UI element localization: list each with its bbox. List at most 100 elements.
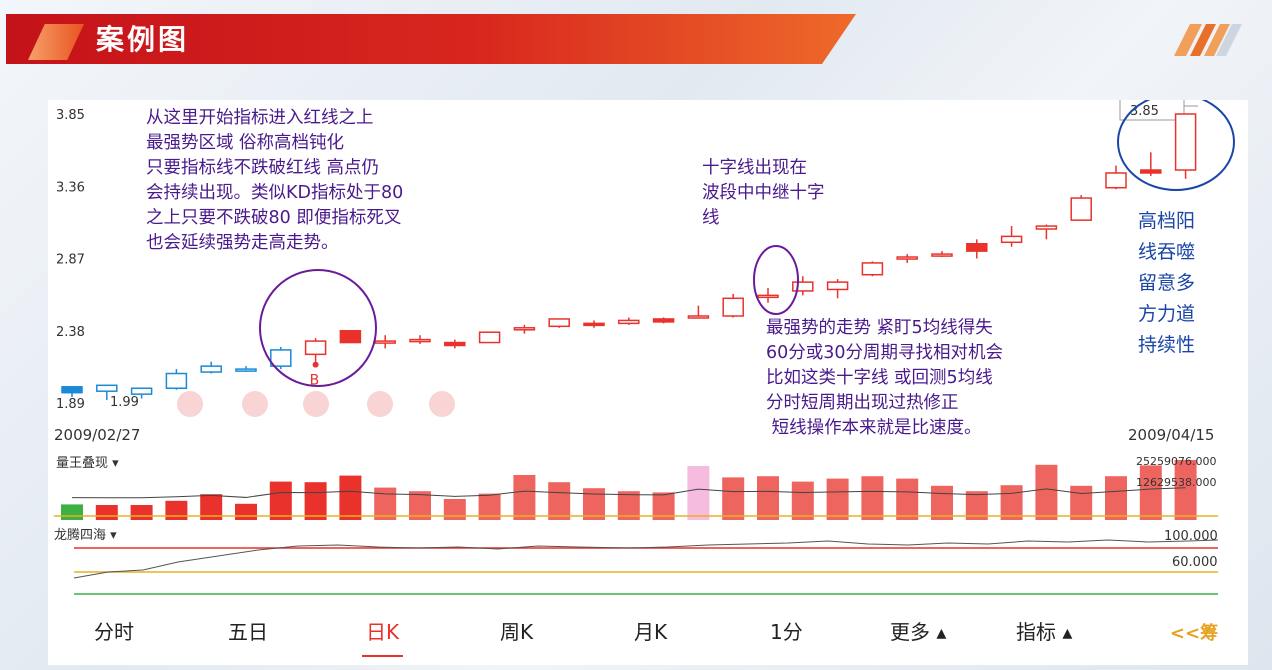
highlight-circle-doji xyxy=(753,245,799,315)
volume-bar xyxy=(1174,460,1197,520)
candle-body xyxy=(722,297,744,317)
volume-bar xyxy=(896,478,919,520)
candle-body xyxy=(374,340,396,344)
volume-bar xyxy=(826,478,849,520)
volume-bar xyxy=(791,481,814,520)
volume-mid-value: 12629538.000 xyxy=(1136,476,1216,489)
indicator-line xyxy=(73,539,1219,579)
zoom-out-icon xyxy=(242,391,268,417)
volume-bar xyxy=(652,492,675,520)
candle-body xyxy=(931,253,953,257)
tab-more[interactable]: 更多 ▴ xyxy=(890,620,947,644)
candle-body xyxy=(861,262,884,276)
volume-bar xyxy=(1000,485,1023,520)
volume-bar xyxy=(617,491,640,520)
chip-distribution-button[interactable]: <<筹 xyxy=(1140,606,1248,658)
candle-body xyxy=(1070,197,1092,221)
tab-indicators[interactable]: 指标 ▴ xyxy=(1016,620,1073,644)
left-price-tag: 1.99 xyxy=(110,395,139,410)
volume-top-value: 25259076.000 xyxy=(1136,455,1216,468)
highlight-circle-engulf xyxy=(1117,100,1235,191)
candle-body xyxy=(478,331,501,344)
oscillator-indicator-label[interactable]: 龙腾四海 ▾ xyxy=(54,528,117,543)
annotation-mid-bottom: 最强势的走势 紧盯5均线得失 60分或30分周期寻找相对机会 比如这类十字线 或… xyxy=(766,318,1004,438)
volume-bar xyxy=(235,503,257,520)
y-tick-label: 1.89 xyxy=(56,397,85,412)
annotation-right: 高档阳 线吞噬 留意多 方力道 持续性 xyxy=(1138,210,1196,356)
volume-bar xyxy=(1035,464,1058,520)
candle-body xyxy=(130,387,153,395)
y-tick-label: 2.87 xyxy=(56,253,85,268)
candle-body xyxy=(165,372,188,390)
volume-bar xyxy=(165,500,188,520)
indicator-mid-value: 60.000 xyxy=(1172,555,1218,570)
date-end: 2009/04/15 xyxy=(1128,426,1215,444)
volume-bar xyxy=(861,476,884,520)
candle-body xyxy=(1035,225,1058,230)
volume-ma-line xyxy=(71,487,1186,499)
y-tick-label: 2.38 xyxy=(56,325,85,340)
volume-bar xyxy=(1105,476,1127,520)
tab-daily-k[interactable]: 日K xyxy=(361,616,404,657)
volume-bar xyxy=(130,505,153,520)
candle-body xyxy=(757,294,779,299)
tab-monthly-k[interactable]: 月K xyxy=(634,620,668,644)
candle-body xyxy=(61,386,83,394)
current-price-label: 3.85 xyxy=(1130,104,1159,119)
annotation-mid-top: 十字线出现在 波段中中继十字 线 xyxy=(702,158,825,228)
volume-bar xyxy=(513,475,536,520)
candle-body xyxy=(444,341,466,347)
tab-one-minute[interactable]: 1分 xyxy=(770,620,803,644)
banner-accent xyxy=(28,24,84,60)
candle-body xyxy=(270,349,292,367)
volume-bar xyxy=(722,477,745,520)
volume-bar xyxy=(931,485,953,520)
volume-bar xyxy=(374,487,397,520)
volume-bar xyxy=(1139,465,1162,520)
volume-bar xyxy=(200,494,223,520)
zoom-in-icon xyxy=(177,391,203,417)
tab-intraday[interactable]: 分时 xyxy=(94,620,134,644)
candle-body xyxy=(1140,169,1162,174)
tab-five-day[interactable]: 五日 xyxy=(228,620,268,644)
volume-bar xyxy=(548,482,571,520)
candle-body xyxy=(618,319,640,325)
volume-bar xyxy=(269,481,292,520)
candle-body xyxy=(652,318,675,323)
candle-body xyxy=(826,281,849,291)
kline-chart[interactable]: 3.85 3.36 2.87 2.38 1.89 3.85 1.99 B 25259076.00… xyxy=(48,100,1248,602)
candle-body xyxy=(513,327,536,331)
candle-body xyxy=(1105,172,1127,189)
candle-body xyxy=(792,281,814,292)
title-banner xyxy=(6,14,856,64)
y-tick-label: 3.85 xyxy=(56,108,85,123)
candle-body xyxy=(896,256,918,260)
candle-body xyxy=(304,340,327,356)
current-price-tag xyxy=(1119,100,1185,121)
candle-body xyxy=(687,315,710,319)
next-icon xyxy=(367,391,393,417)
candle-body xyxy=(583,322,605,327)
candle-body xyxy=(409,338,431,343)
stripes-logo-icon xyxy=(1174,24,1242,56)
page-title: 案例图 xyxy=(96,23,190,56)
reset-icon xyxy=(429,391,455,417)
candle-body xyxy=(1000,235,1023,244)
highlight-circle-buy xyxy=(259,269,377,387)
tab-weekly-k[interactable]: 周K xyxy=(500,620,534,644)
volume-indicator-label[interactable]: 量王叠现 ▾ xyxy=(56,456,119,471)
volume-bar xyxy=(443,499,466,520)
volume-bar xyxy=(339,475,362,520)
period-tabs: 分时 五日 日K 周K 月K 1分 更多 ▴ 指标 ▴ xyxy=(48,602,1138,660)
buy-marker-dot xyxy=(312,361,319,368)
candle-body xyxy=(235,368,257,372)
buy-marker-label: B xyxy=(310,373,320,389)
candle-body xyxy=(548,318,570,328)
volume-bar xyxy=(965,491,988,520)
volume-bar xyxy=(478,493,501,520)
candle-body xyxy=(1174,113,1197,171)
volume-bar xyxy=(61,504,83,520)
candle-body xyxy=(966,243,988,252)
date-start: 2009/02/27 xyxy=(54,426,141,444)
volume-bar xyxy=(95,505,118,520)
